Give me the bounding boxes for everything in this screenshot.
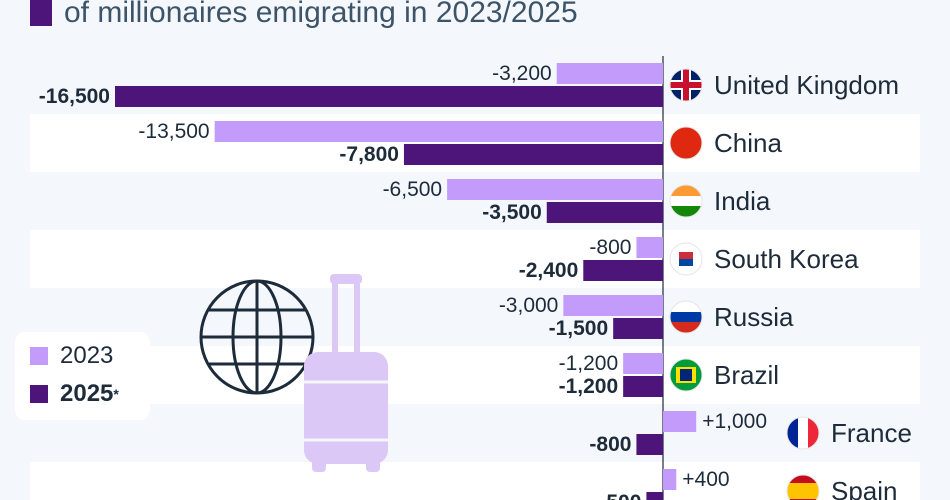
country-label: Brazil — [714, 360, 779, 390]
uk-flag-icon — [670, 69, 702, 101]
legend-item-2025: 2025 * — [30, 380, 119, 408]
row-band — [30, 346, 920, 404]
country-label: China — [714, 128, 782, 158]
bar-2025 — [623, 376, 663, 397]
title-marker — [30, 0, 52, 26]
data-label-2023: -6,500 — [383, 178, 443, 201]
flag-outline — [669, 358, 703, 392]
data-label-2025: -1,500 — [549, 317, 609, 340]
data-label-2025: -2,400 — [519, 259, 579, 282]
country-label: France — [831, 418, 912, 448]
data-label-2023: -3,000 — [499, 294, 559, 317]
flag-outline — [669, 184, 703, 218]
bar-2023 — [663, 411, 697, 432]
flag-outline — [786, 474, 820, 500]
brazil-flag-icon — [670, 359, 702, 391]
france-flag-icon — [787, 417, 819, 449]
bar-2023 — [447, 179, 663, 200]
globe-icon — [199, 279, 315, 395]
country-label: South Korea — [714, 244, 859, 274]
bar-2025 — [636, 434, 663, 455]
country-label: India — [714, 186, 771, 216]
bar-2023 — [563, 295, 663, 316]
russia-flag-icon — [670, 301, 702, 333]
country-label: United Kingdom — [714, 70, 899, 100]
flag-outline — [669, 242, 703, 276]
legend-item-2023: 2023 — [30, 342, 113, 370]
data-label-2025: -500 — [599, 491, 641, 500]
data-label-2023: -1,200 — [559, 352, 619, 375]
bar-2025 — [115, 86, 663, 107]
data-label-2025: -1,200 — [559, 375, 619, 398]
row-band — [30, 462, 920, 500]
bar-2025 — [613, 318, 663, 339]
data-label-2023: -13,500 — [138, 120, 209, 143]
china-flag-icon — [670, 127, 702, 159]
legend-label-2025: 2025 — [60, 380, 114, 407]
flag-outline — [669, 68, 703, 102]
row-band — [30, 230, 920, 288]
country-label: Russia — [714, 302, 794, 332]
legend-swatch-2025 — [30, 385, 48, 403]
india-flag-icon — [670, 185, 702, 217]
flag-outline — [786, 416, 820, 450]
data-label-2025: -7,800 — [339, 143, 399, 166]
south-korea-flag-icon — [670, 243, 702, 275]
legend-swatch-2023 — [30, 347, 48, 365]
chart-subtitle: of millionaires emigrating in 2023/2025 — [64, 0, 578, 29]
legend-label-2023: 2023 — [60, 342, 114, 369]
suitcase-icon — [304, 274, 388, 472]
bar-2025 — [546, 202, 663, 223]
data-label-2023: +1,000 — [702, 410, 767, 433]
bar-2025 — [646, 492, 663, 500]
bar-2023 — [556, 63, 663, 84]
bar-2025 — [583, 260, 663, 281]
bar-2025 — [403, 144, 663, 165]
bar-2023 — [214, 121, 664, 142]
legend: 2023 2025 * — [15, 332, 150, 420]
country-label: Spain — [831, 476, 898, 500]
data-label-2023: +400 — [682, 468, 729, 491]
data-label-2025: -800 — [589, 433, 631, 456]
data-label-2025: -16,500 — [39, 85, 110, 108]
flag-outline — [669, 126, 703, 160]
bar-2023 — [663, 469, 677, 490]
data-label-2023: -3,200 — [492, 62, 552, 85]
data-label-2023: -800 — [589, 236, 631, 259]
legend-footnote-marker: * — [113, 386, 119, 402]
data-label-2025: -3,500 — [482, 201, 542, 224]
flag-outline — [669, 300, 703, 334]
bar-2023 — [636, 237, 663, 258]
bar-2023 — [623, 353, 663, 374]
